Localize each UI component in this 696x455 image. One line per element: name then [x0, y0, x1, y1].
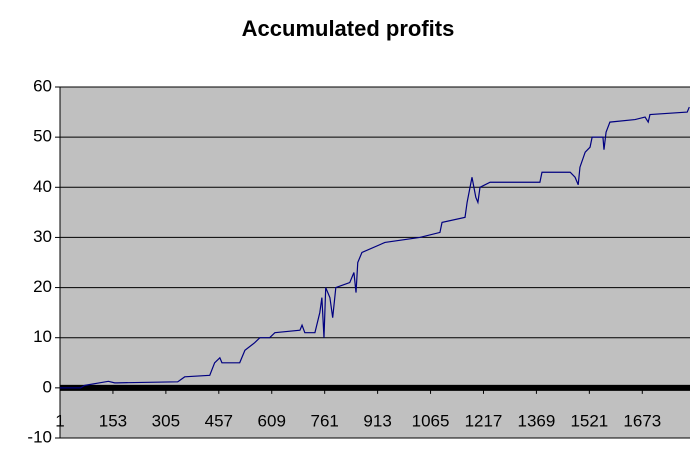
x-tick-label: 609: [258, 411, 286, 430]
series-line: [60, 106, 690, 389]
y-tick-label: 0: [43, 377, 52, 396]
y-tick-label: -10: [27, 427, 52, 446]
x-tick-label: 913: [363, 411, 391, 430]
x-tick-label: 305: [152, 411, 180, 430]
x-tick-label: 1673: [623, 411, 661, 430]
y-tick-label: 60: [33, 76, 52, 95]
y-tick-label: 10: [33, 327, 52, 346]
x-tick-label: 153: [99, 411, 127, 430]
x-tick-label: 1369: [518, 411, 556, 430]
x-tick-label: 1065: [412, 411, 450, 430]
x-tick-label: 761: [310, 411, 338, 430]
x-tick-label: 457: [205, 411, 233, 430]
x-tick-label: 1217: [465, 411, 503, 430]
plot-area: [60, 87, 690, 438]
y-tick-label: 40: [33, 177, 52, 196]
x-tick-label: 1521: [570, 411, 608, 430]
x-axis: [60, 384, 690, 391]
y-tick-label: 50: [33, 127, 52, 146]
y-tick-label: 30: [33, 227, 52, 246]
x-tick-label: 1: [55, 411, 64, 430]
y-tick-label: 20: [33, 277, 52, 296]
chart-title: Accumulated profits: [242, 16, 455, 41]
